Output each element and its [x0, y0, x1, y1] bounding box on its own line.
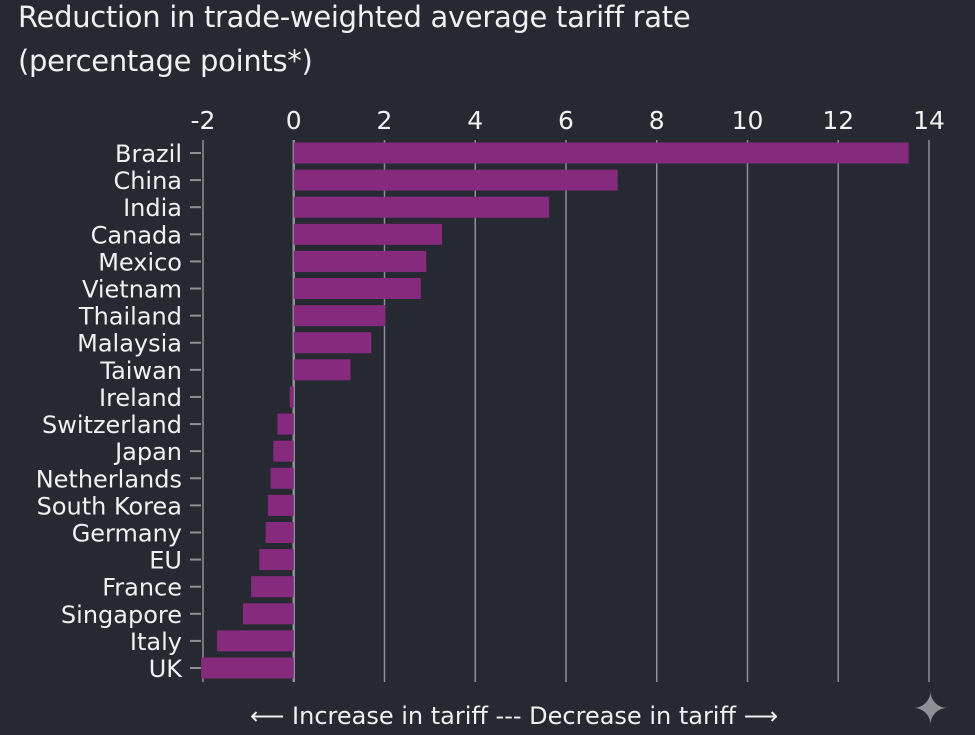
- chart-subtitle: (percentage points*): [18, 44, 313, 78]
- bar-brazil: [293, 142, 909, 164]
- y-tick-label: India: [123, 194, 182, 222]
- y-tick-label: Mexico: [98, 248, 182, 276]
- x-tick-label: 2: [377, 106, 393, 135]
- bar-south-korea: [267, 494, 294, 516]
- x-tick-label: 6: [558, 106, 574, 135]
- y-tick-label: Japan: [113, 438, 182, 466]
- y-tick-label: Thailand: [78, 303, 182, 331]
- x-tick-label: -2: [191, 106, 216, 135]
- y-tick-label: South Korea: [37, 492, 182, 520]
- y-tick-label: Singapore: [61, 601, 182, 629]
- bar-malaysia: [293, 332, 372, 354]
- x-tick-label: 10: [732, 106, 764, 135]
- y-tick-label: Netherlands: [36, 465, 182, 493]
- sparkle-icon: ✦: [912, 684, 949, 735]
- y-tick-label: Italy: [130, 628, 182, 656]
- bar-taiwan: [293, 359, 351, 381]
- bar-japan: [273, 440, 294, 462]
- y-tick-label: Taiwan: [99, 357, 182, 385]
- bar-netherlands: [270, 467, 294, 489]
- y-tick-label: China: [113, 167, 182, 195]
- y-tick-label: Vietnam: [82, 276, 182, 304]
- y-tick-label: Switzerland: [42, 411, 182, 439]
- x-tick-label: 0: [286, 106, 302, 135]
- direction-note: ⟵ Increase in tariff --- Decrease in tar…: [250, 702, 779, 730]
- bar-eu: [259, 549, 294, 571]
- y-tick-label: France: [102, 574, 182, 602]
- y-tick-label: Malaysia: [77, 330, 182, 358]
- bar-canada: [293, 223, 443, 245]
- bar-uk: [201, 657, 294, 679]
- y-tick-label: Canada: [91, 221, 182, 249]
- x-tick-label: 12: [822, 106, 854, 135]
- bar-ireland: [289, 386, 294, 408]
- bar-germany: [265, 521, 294, 543]
- bar-vietnam: [293, 278, 421, 300]
- bar-switzerland: [277, 413, 294, 435]
- bar-italy: [217, 630, 294, 652]
- y-tick-label: UK: [149, 655, 184, 683]
- y-tick-label: Ireland: [99, 384, 182, 412]
- bar-china: [293, 169, 618, 191]
- y-tick-label: Brazil: [115, 140, 182, 168]
- bar-singapore: [242, 603, 294, 625]
- bar-mexico: [293, 250, 427, 272]
- y-tick-label: EU: [149, 547, 182, 575]
- y-tick-label: Germany: [72, 519, 182, 547]
- bar-thailand: [293, 305, 386, 327]
- chart-title: Reduction in trade-weighted average tari…: [18, 0, 691, 34]
- bar-france: [251, 576, 294, 598]
- x-tick-label: 8: [649, 106, 665, 135]
- x-tick-label: 4: [467, 106, 483, 135]
- bar-india: [293, 196, 550, 218]
- x-tick-label: 14: [913, 106, 945, 135]
